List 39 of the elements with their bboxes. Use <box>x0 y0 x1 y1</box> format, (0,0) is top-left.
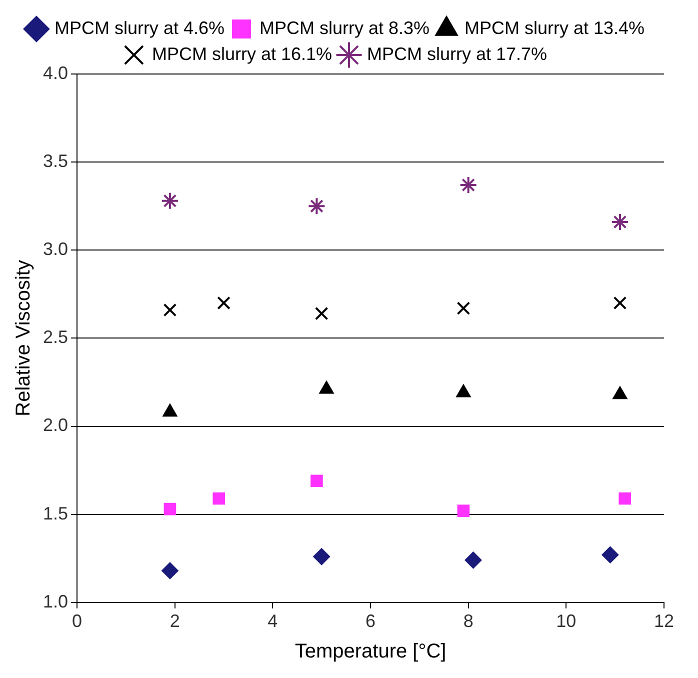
y-axis-title: Relative Viscosity <box>12 260 35 416</box>
point <box>160 192 179 210</box>
point <box>308 197 326 216</box>
y-tick-label: 3.0 <box>42 239 68 260</box>
point <box>459 176 478 194</box>
legend-label: MPCM slurry at 16.1% <box>152 44 332 64</box>
point <box>217 296 230 310</box>
x-tick-label: 6 <box>366 611 376 632</box>
point <box>464 552 482 569</box>
x-tick-label: 10 <box>556 611 576 632</box>
legend-label: MPCM slurry at 13.4% <box>464 18 645 38</box>
x-tick-label: 12 <box>654 611 674 632</box>
point <box>313 548 330 566</box>
point <box>457 504 470 517</box>
legend-label: MPCM slurry at 8.3% <box>259 18 430 38</box>
y-tick-label: 4.0 <box>42 62 68 83</box>
point <box>610 212 629 231</box>
y-tick-label: 1.0 <box>42 591 68 612</box>
y-tick-label: 1.5 <box>42 503 68 524</box>
x-tick-label: 4 <box>268 611 278 632</box>
legend-label: MPCM slurry at 17.7% <box>367 44 548 64</box>
point <box>310 474 323 488</box>
point <box>163 303 177 317</box>
point <box>618 492 632 505</box>
x-tick-label: 0 <box>72 611 82 632</box>
point <box>613 296 627 310</box>
point <box>602 546 619 564</box>
y-tick-label: 2.0 <box>42 415 68 436</box>
point <box>161 562 178 580</box>
x-tick-label: 8 <box>463 611 474 632</box>
legend-label: MPCM slurry at 4.6% <box>54 18 224 38</box>
x-tick-label: 2 <box>170 611 180 632</box>
x-axis-title: Temperature [°C] <box>294 640 446 663</box>
y-tick-label: 2.5 <box>42 327 68 348</box>
point <box>314 306 328 320</box>
point <box>456 302 470 315</box>
point <box>212 492 226 505</box>
point <box>164 502 176 516</box>
y-tick-label: 3.5 <box>42 151 68 172</box>
